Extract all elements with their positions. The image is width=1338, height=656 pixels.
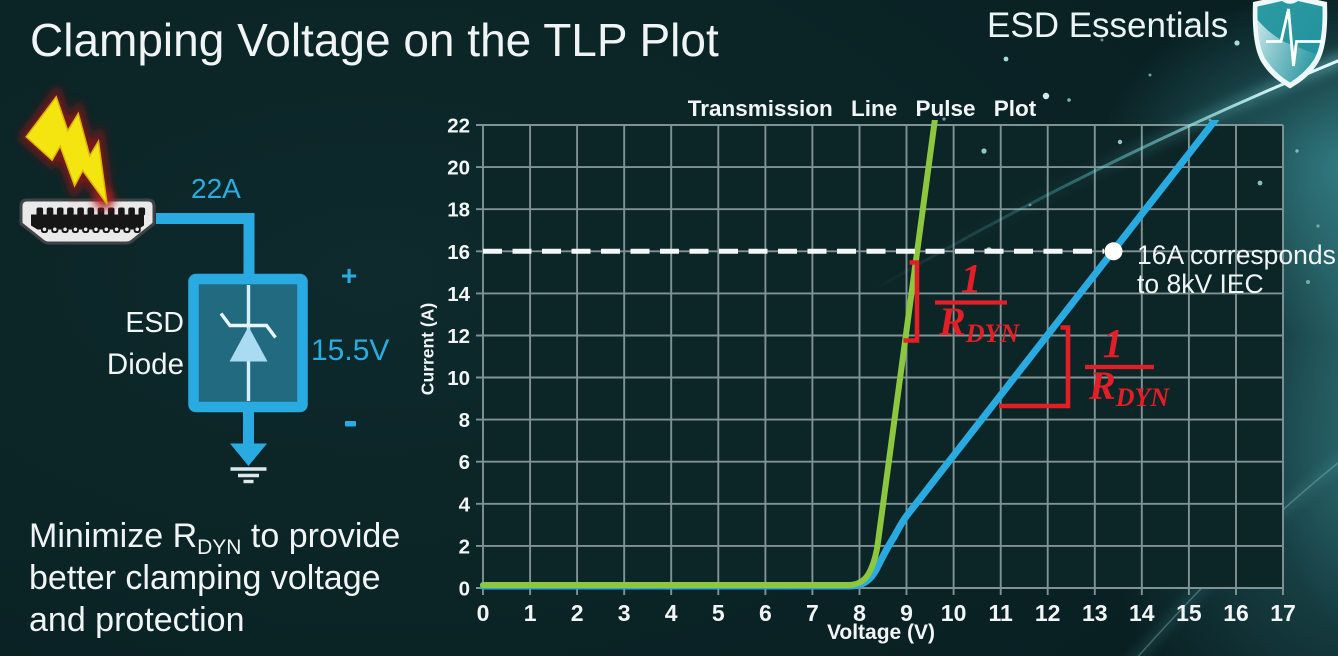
svg-text:10: 10 [447, 367, 470, 390]
svg-text:2: 2 [459, 535, 470, 558]
svg-text:17: 17 [1270, 600, 1296, 626]
svg-text:5: 5 [712, 600, 725, 626]
svg-text:1: 1 [1103, 320, 1124, 366]
svg-text:13: 13 [1082, 600, 1108, 626]
svg-text:6: 6 [459, 451, 470, 474]
svg-text:8: 8 [459, 409, 470, 432]
svg-text:1: 1 [524, 600, 537, 626]
svg-text:12: 12 [1035, 600, 1061, 626]
svg-text:4: 4 [459, 493, 471, 516]
svg-text:20: 20 [447, 157, 470, 180]
svg-text:9: 9 [900, 600, 913, 626]
svg-text:16: 16 [1223, 600, 1249, 626]
svg-text:12: 12 [447, 325, 470, 348]
svg-text:3: 3 [618, 600, 631, 626]
svg-text:10: 10 [941, 600, 967, 626]
svg-text:15.5V: 15.5V [311, 334, 389, 367]
svg-text:+: + [341, 260, 357, 291]
svg-text:ESD: ESD [125, 307, 184, 339]
svg-text:15: 15 [1176, 600, 1202, 626]
svg-text:Transmission Line Pulse Plot: Transmission Line Pulse Plot [688, 96, 1037, 121]
svg-text:Voltage (V): Voltage (V) [827, 621, 935, 644]
svg-text:Current (A): Current (A) [418, 303, 438, 395]
svg-text:8: 8 [853, 600, 866, 626]
svg-text:22: 22 [447, 115, 470, 138]
svg-text:Diode: Diode [107, 348, 184, 381]
svg-text:0: 0 [477, 600, 490, 626]
svg-text:14: 14 [1129, 600, 1155, 626]
svg-text:18: 18 [447, 199, 470, 222]
svg-text:1: 1 [961, 255, 982, 301]
svg-text:4: 4 [665, 600, 678, 626]
svg-text:7: 7 [806, 600, 819, 626]
svg-text:16: 16 [447, 241, 470, 264]
svg-text:6: 6 [759, 600, 772, 626]
svg-text:16A corresponds: 16A corresponds [1137, 240, 1336, 270]
svg-text:22A: 22A [191, 173, 241, 204]
svg-text:2: 2 [571, 600, 584, 626]
svg-text:11: 11 [989, 600, 1014, 626]
svg-text:0: 0 [459, 578, 470, 601]
svg-text:to 8kV IEC: to 8kV IEC [1137, 269, 1264, 299]
svg-text:14: 14 [447, 283, 470, 306]
